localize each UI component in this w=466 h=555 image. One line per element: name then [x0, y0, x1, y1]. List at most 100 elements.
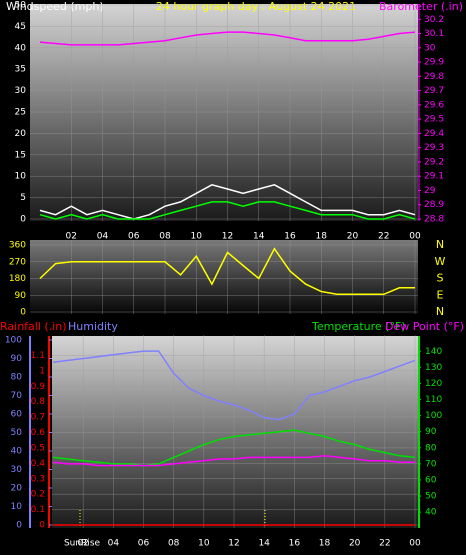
direction-label: N [436, 238, 444, 251]
series-line [52, 455, 415, 467]
y-tick-label: 0.7 [31, 413, 45, 423]
x-tick-label: 18 [319, 539, 331, 549]
series-line [39, 31, 416, 46]
x-tick-label: 00 [409, 232, 421, 242]
y-tick-label: 60 [425, 475, 437, 485]
dewpoint-axis-label: Dew Point (°F) [385, 320, 464, 333]
direction-label: N [436, 305, 444, 318]
y-tick-label: 70 [11, 391, 23, 401]
y-tick-label: 50 [15, 1, 27, 11]
y-tick-label: 30 [11, 465, 23, 475]
y-tick-label: 30.2 [424, 15, 444, 25]
x-tick-label: 06 [138, 539, 150, 549]
y-tick-label: 50 [425, 492, 437, 502]
y-tick-label: 29.3 [424, 143, 444, 153]
chart-title: 24 hour graph day : August 24 2021 [156, 0, 356, 13]
y-tick-label: 0.5 [31, 443, 45, 453]
y-tick-label: 80 [11, 373, 23, 383]
y-tick-label: 29.5 [424, 115, 444, 125]
x-tick-label: 20 [349, 539, 361, 549]
y-tick-label: 29.4 [424, 129, 444, 139]
y-tick-label: 0 [20, 308, 26, 318]
y-tick-label: 110 [425, 395, 442, 405]
direction-label: E [437, 288, 444, 301]
x-tick-label: 02 [66, 232, 77, 242]
y-tick-label: 0.4 [31, 459, 46, 469]
y-tick-label: 10 [15, 172, 27, 182]
y-tick-label: 140 [425, 347, 442, 357]
x-tick-label: 12 [228, 539, 239, 549]
barometer-axis-label: Barometer (.in) [379, 0, 463, 13]
wind-axis-label: Windspeed (mph) [6, 0, 104, 13]
x-tick-label: 20 [347, 232, 359, 242]
plot-area [30, 240, 418, 314]
y-tick-label: 70 [425, 459, 437, 469]
humidity-axis-label: Humidity [68, 320, 118, 333]
y-tick-label: 1.1 [31, 351, 45, 361]
y-tick-label: 50 [11, 428, 23, 438]
series-line [52, 350, 416, 421]
y-tick-label: 90 [15, 291, 27, 301]
y-tick-label: 40 [15, 43, 27, 53]
x-tick-label: 04 [97, 232, 109, 242]
x-tick-label: 14 [258, 539, 270, 549]
x-tick-label: 10 [198, 539, 210, 549]
y-tick-label: 40 [425, 508, 437, 518]
y-tick-label: 30.1 [424, 29, 444, 39]
y-tick-label: 28.8 [424, 215, 444, 225]
y-tick-label: 0.6 [31, 428, 46, 438]
x-tick-label: 16 [284, 232, 296, 242]
y-tick-label: 0 [16, 521, 22, 531]
x-tick-label: 22 [378, 232, 389, 242]
y-tick-label: 60 [11, 410, 23, 420]
y-tick-label: 20 [15, 129, 27, 139]
y-tick-label: 0 [39, 521, 45, 531]
y-tick-label: 360 [9, 241, 26, 251]
x-tick-label: 08 [168, 539, 180, 549]
x-tick-label: 04 [108, 539, 120, 549]
y-tick-label: 30 [15, 86, 27, 96]
y-tick-label: 80 [425, 443, 437, 453]
y-tick-label: 29.9 [424, 58, 444, 68]
y-tick-label: 20 [11, 484, 23, 494]
x-tick-label: 10 [191, 232, 203, 242]
x-tick-label: 08 [159, 232, 171, 242]
y-tick-label: 0.1 [31, 505, 45, 515]
direction-label: W [435, 255, 446, 268]
y-tick-label: 40 [11, 447, 23, 457]
y-tick-label: 5 [20, 193, 26, 203]
rainfall-axis-label: Rainfall (.in) [0, 320, 67, 333]
y-tick-label: 0.3 [31, 474, 45, 484]
y-tick-label: 0.9 [31, 382, 46, 392]
y-tick-label: 0.2 [31, 490, 45, 500]
y-tick-label: 29.8 [424, 72, 444, 82]
y-tick-label: 15 [15, 150, 26, 160]
series-line [39, 183, 416, 220]
x-tick-label: 06 [128, 232, 140, 242]
y-tick-label: 130 [425, 363, 442, 373]
y-tick-label: 0.8 [31, 397, 46, 407]
x-tick-label: 14 [253, 232, 265, 242]
y-tick-label: 29.6 [424, 100, 444, 110]
y-tick-label: 29 [424, 186, 436, 196]
sunrise-annotation: SunRise [64, 539, 101, 549]
series-line [52, 429, 416, 467]
y-tick-label: 180 [9, 274, 26, 284]
y-tick-label: 90 [425, 427, 437, 437]
plot-area [52, 336, 418, 528]
x-tick-label: 18 [316, 232, 328, 242]
series-line [39, 201, 416, 220]
x-tick-label: 16 [289, 539, 301, 549]
y-tick-label: 1 [39, 366, 45, 376]
y-tick-label: 120 [425, 379, 442, 389]
y-tick-label: 25 [15, 108, 26, 118]
x-tick-label: 02 [77, 539, 88, 549]
direction-label: S [437, 272, 444, 285]
y-tick-label: 45 [15, 22, 26, 32]
y-tick-label: 29.7 [424, 86, 444, 96]
x-tick-label: 22 [379, 539, 390, 549]
x-tick-label: 12 [222, 232, 233, 242]
y-tick-label: 29.1 [424, 172, 444, 182]
y-tick-label: 35 [15, 65, 26, 75]
